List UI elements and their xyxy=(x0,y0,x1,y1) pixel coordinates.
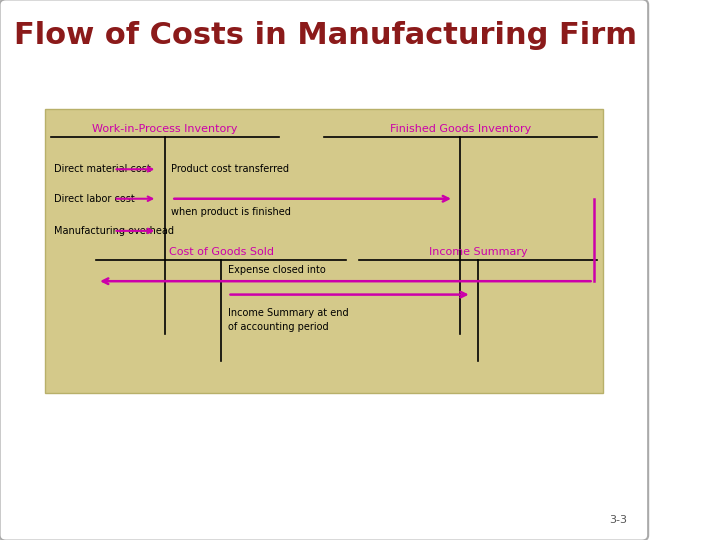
Text: Income Summary: Income Summary xyxy=(428,247,527,257)
Text: when product is finished: when product is finished xyxy=(171,207,291,217)
Text: Cost of Goods Sold: Cost of Goods Sold xyxy=(168,247,274,257)
Text: Expense closed into: Expense closed into xyxy=(228,266,325,275)
Text: 3-3: 3-3 xyxy=(609,515,627,524)
Text: Finished Goods Inventory: Finished Goods Inventory xyxy=(390,124,531,134)
FancyBboxPatch shape xyxy=(0,0,648,540)
Text: Direct labor cost: Direct labor cost xyxy=(54,194,135,204)
Text: Manufacturing overhead: Manufacturing overhead xyxy=(54,226,174,236)
Text: Product cost transferred: Product cost transferred xyxy=(171,164,289,174)
Text: Work-in-Process Inventory: Work-in-Process Inventory xyxy=(92,124,238,134)
Text: Flow of Costs in Manufacturing Firm: Flow of Costs in Manufacturing Firm xyxy=(14,21,637,50)
FancyBboxPatch shape xyxy=(45,109,603,393)
Text: Income Summary at end
of accounting period: Income Summary at end of accounting peri… xyxy=(228,308,348,332)
Text: Direct material cost: Direct material cost xyxy=(54,164,151,174)
